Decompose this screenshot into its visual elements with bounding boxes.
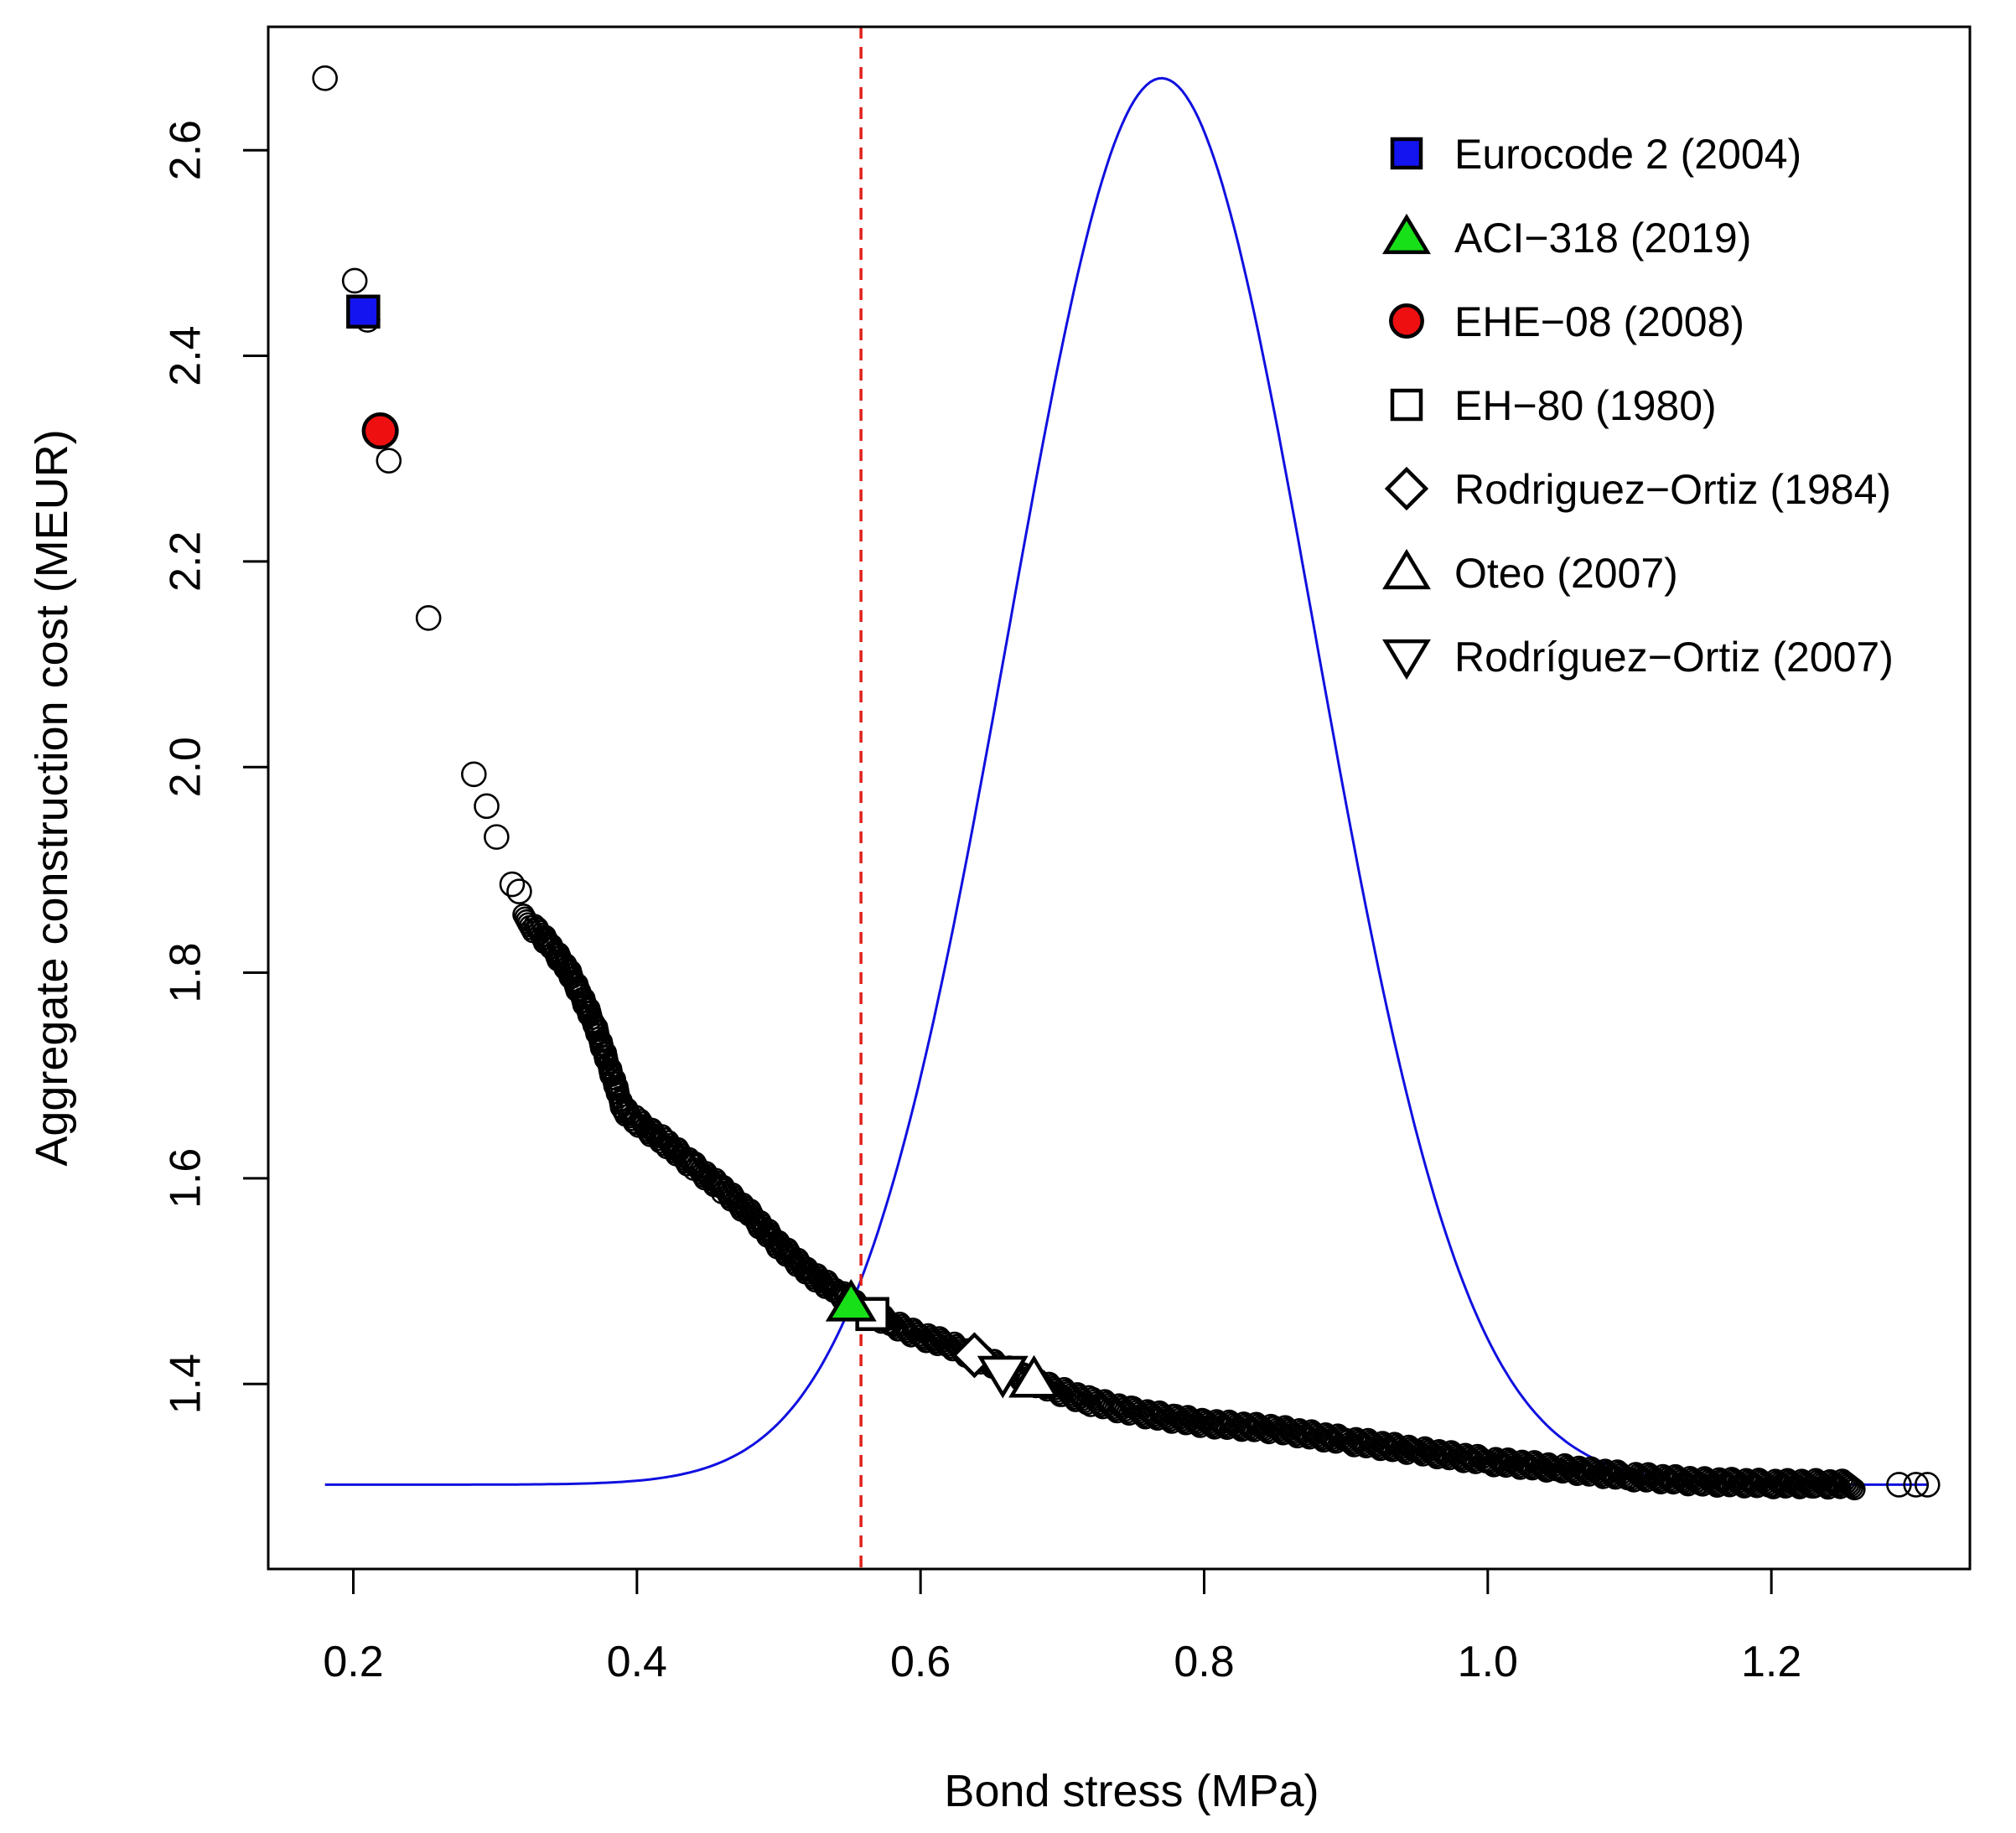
legend-label: EHE−08 (2008) — [1454, 298, 1744, 345]
scatter-point — [1387, 1435, 1410, 1458]
scatter-point — [1841, 1476, 1864, 1499]
legend-label: Rodríguez−Ortiz (2007) — [1454, 634, 1894, 681]
scatter-point — [1837, 1473, 1860, 1496]
legend-marker — [1390, 388, 1423, 422]
series-marker — [825, 1278, 877, 1322]
x-tick-label: 0.2 — [323, 1638, 383, 1686]
legend-label: Oteo (2007) — [1454, 550, 1678, 597]
y-tick-label: 2.6 — [162, 120, 210, 180]
scatter-point — [913, 1328, 935, 1351]
scatter-point — [1843, 1478, 1866, 1501]
scatter-point — [474, 793, 500, 820]
legend-marker — [1382, 639, 1431, 681]
scatter-point — [341, 267, 368, 294]
legend-marker — [1384, 466, 1429, 511]
legend: Eurocode 2 (2004) ACI−318 (2019) EHE−08 (2… — [1382, 131, 1894, 681]
scatter-point — [919, 1325, 941, 1348]
legend-label: Rodriguez−Ortiz (1984) — [1454, 466, 1891, 513]
legend-label: Eurocode 2 (2004) — [1454, 131, 1801, 178]
scatter-point — [1903, 1472, 1930, 1498]
x-tick-label: 1.2 — [1741, 1638, 1801, 1686]
series-marker — [977, 1355, 1029, 1399]
x-tick-label: 1.0 — [1458, 1638, 1518, 1686]
legend-marker — [1382, 213, 1431, 255]
legend-label: ACI−318 (2019) — [1454, 215, 1751, 261]
y-tick-label: 1.8 — [162, 942, 210, 1002]
x-tick-label: 0.4 — [607, 1638, 667, 1686]
scatter-point — [1835, 1472, 1858, 1494]
y-tick-label: 1.6 — [162, 1148, 210, 1209]
scatter-point — [1083, 1389, 1106, 1411]
scatter-point — [1097, 1393, 1121, 1416]
series-marker — [1008, 1354, 1060, 1398]
scatter-point — [909, 1324, 932, 1347]
series-marker — [361, 412, 399, 450]
legend-marker — [1382, 548, 1431, 590]
series-marker — [346, 294, 381, 329]
plot-layer — [312, 27, 1941, 1569]
y-tick-label: 2.0 — [162, 737, 210, 797]
y-tick-label: 2.4 — [162, 325, 210, 386]
scatter-point — [484, 824, 510, 850]
y-tick-label: 1.4 — [162, 1354, 210, 1414]
scatter-point — [415, 605, 442, 631]
scatter-point — [312, 65, 338, 91]
axes-layer: 0.2 0.4 0.6 0.8 1.0 1.2 1.4 1.6 1.8 2.0 2.2 2.4 2.6 — [162, 120, 1802, 1686]
scatter-point — [499, 871, 526, 898]
scatter-point — [1056, 1381, 1080, 1404]
legend-marker — [1390, 137, 1423, 170]
x-axis-title: Bond stress (MPa) — [944, 1766, 1319, 1816]
scatter-point — [1839, 1474, 1862, 1498]
legend-label: EH−80 (1980) — [1454, 382, 1717, 429]
x-tick-label: 0.8 — [1174, 1638, 1234, 1686]
y-tick-label: 2.2 — [162, 531, 210, 592]
x-tick-label: 0.6 — [890, 1638, 951, 1686]
scatter-point — [1086, 1390, 1108, 1414]
scatter-point — [1914, 1472, 1941, 1498]
scatter-point — [1059, 1383, 1081, 1406]
scatter-point — [506, 878, 532, 904]
scatter-point — [376, 448, 402, 474]
scatter-point — [460, 761, 487, 788]
y-axis-title: Aggregate construction cost (MEUR) — [27, 429, 77, 1166]
legend-marker — [1389, 303, 1424, 339]
scatter-point — [1886, 1472, 1912, 1498]
